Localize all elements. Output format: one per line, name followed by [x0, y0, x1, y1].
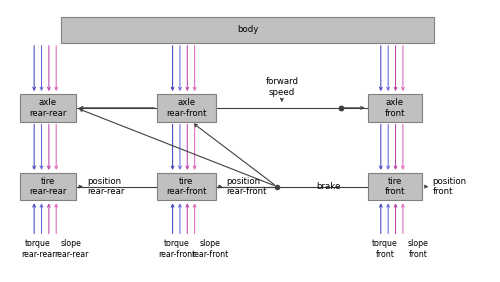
FancyBboxPatch shape — [157, 94, 216, 122]
FancyBboxPatch shape — [157, 173, 216, 201]
Text: tire
front: tire front — [384, 177, 405, 196]
FancyBboxPatch shape — [20, 173, 76, 201]
Text: axle
rear-front: axle rear-front — [166, 98, 206, 118]
Text: torque
front: torque front — [372, 239, 398, 259]
Text: axle
rear-rear: axle rear-rear — [29, 98, 66, 118]
Text: position
front: position front — [432, 177, 466, 196]
FancyBboxPatch shape — [368, 94, 422, 122]
FancyBboxPatch shape — [20, 94, 76, 122]
Text: brake: brake — [316, 182, 340, 191]
Text: position
rear-front: position rear-front — [226, 177, 267, 196]
Text: tire
rear-front: tire rear-front — [166, 177, 206, 196]
Text: axle
front: axle front — [384, 98, 405, 118]
Text: slope
rear-front: slope rear-front — [191, 239, 228, 259]
FancyBboxPatch shape — [62, 17, 434, 43]
Text: body: body — [237, 25, 258, 34]
Text: torque
rear-rear: torque rear-rear — [21, 239, 56, 259]
Text: tire
rear-rear: tire rear-rear — [29, 177, 66, 196]
Text: slope
rear-rear: slope rear-rear — [54, 239, 88, 259]
FancyBboxPatch shape — [368, 173, 422, 201]
Text: forward
speed: forward speed — [266, 78, 298, 97]
Text: torque
rear-front: torque rear-front — [158, 239, 195, 259]
Text: slope
front: slope front — [408, 239, 428, 259]
Text: position
rear-rear: position rear-rear — [87, 177, 124, 196]
